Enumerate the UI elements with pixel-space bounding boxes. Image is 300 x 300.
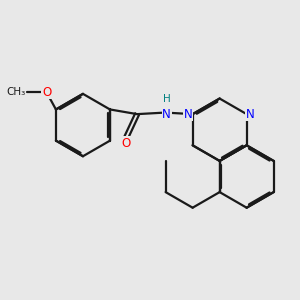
Text: N: N [184, 108, 192, 121]
Text: CH₃: CH₃ [6, 87, 26, 97]
Text: O: O [122, 136, 131, 150]
Text: O: O [42, 86, 51, 99]
Text: N: N [162, 108, 171, 121]
Text: H: H [163, 94, 171, 104]
Text: N: N [246, 108, 255, 121]
